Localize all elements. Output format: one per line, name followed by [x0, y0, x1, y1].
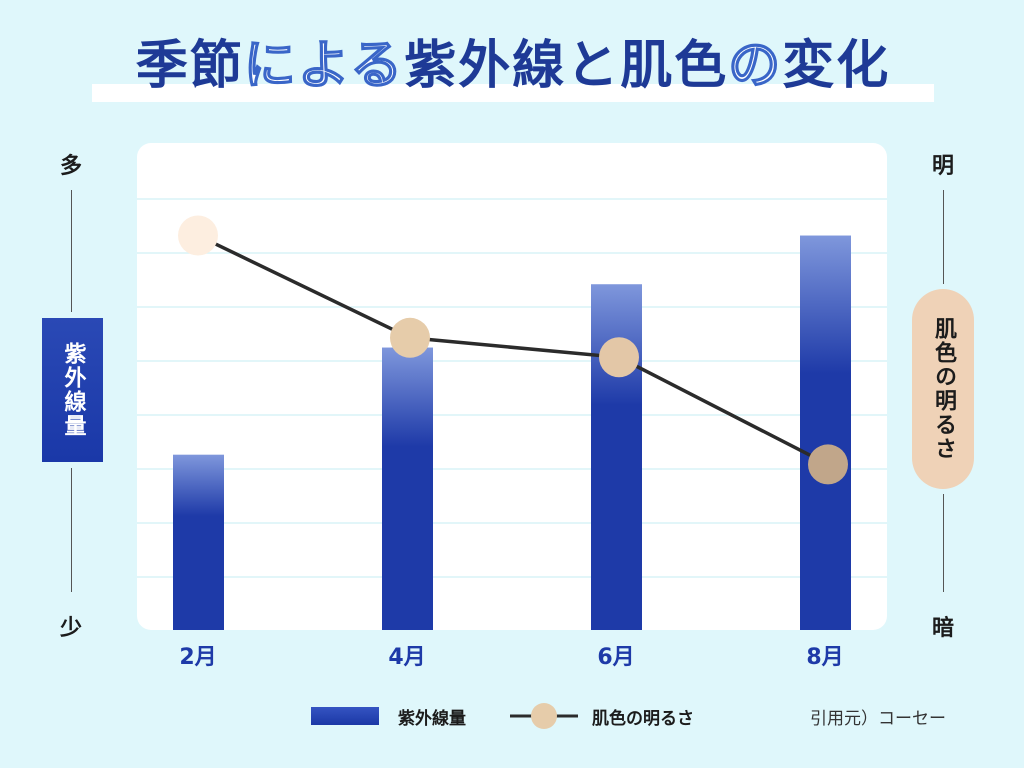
bar-2 — [382, 347, 433, 630]
x-tick-label: 2月 — [179, 645, 216, 670]
bar-4 — [800, 235, 851, 630]
title-part: 季節 — [135, 36, 244, 96]
left-axis-top-label: 多 — [59, 154, 82, 179]
right-axis-line-lower — [943, 494, 944, 592]
right-axis-line-upper — [943, 190, 944, 284]
skin-brightness-point-2 — [390, 317, 430, 358]
left-axis-line-lower — [71, 468, 72, 592]
skin-brightness-point-4 — [808, 444, 848, 485]
left-axis-line-upper — [71, 190, 72, 312]
title-highlight-band — [92, 84, 934, 102]
source-citation: 引用元）コーセー — [810, 709, 946, 729]
skin-brightness-line — [197, 233, 829, 466]
legend-bar-swatch — [311, 707, 379, 725]
skin-brightness-point-1 — [178, 215, 218, 256]
title-part: による — [243, 35, 405, 97]
right-axis-top-label: 明 — [931, 154, 954, 179]
left-axis-bottom-label: 少 — [59, 616, 82, 641]
legend-line-label: 肌色の明るさ — [592, 709, 694, 729]
title-container: 季節による紫外線と肌色の変化 — [92, 30, 934, 102]
x-tick-label: 8月 — [806, 645, 843, 670]
title-part: 変化 — [782, 36, 891, 96]
plot-area — [137, 143, 887, 630]
skin-brightness-point-3 — [599, 337, 639, 378]
left-axis-label: 紫外線量 — [42, 318, 103, 462]
x-tick-label: 4月 — [388, 645, 425, 670]
right-axis-label: 肌色の明るさ — [912, 289, 974, 489]
legend-line-swatch — [510, 703, 578, 729]
chart-title: 季節による紫外線と肌色の変化 — [92, 30, 934, 102]
legend-bar-label: 紫外線量 — [398, 709, 466, 729]
x-tick-label: 6月 — [597, 645, 634, 670]
bar-3 — [591, 284, 642, 630]
title-part: 紫外線と肌色 — [404, 36, 729, 96]
title-part: の — [727, 35, 783, 97]
bar-1 — [173, 454, 224, 630]
right-axis-bottom-label: 暗 — [931, 616, 954, 641]
